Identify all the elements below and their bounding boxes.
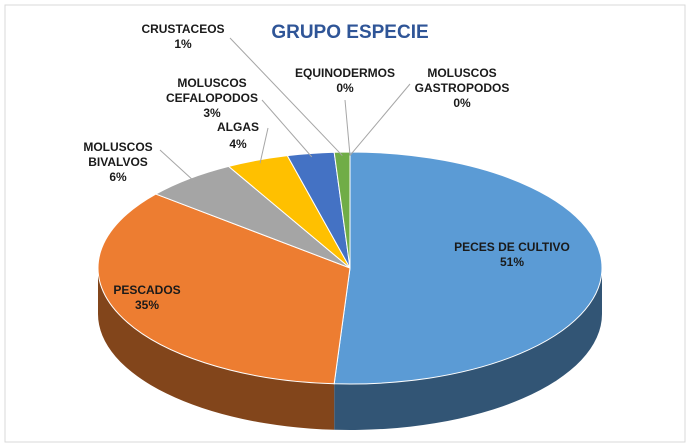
leader-line [261, 99, 313, 158]
leader-line [349, 83, 411, 156]
leader-line [159, 149, 195, 182]
slice-value-label: 0% [453, 96, 471, 110]
slice-label: PESCADOS [113, 283, 181, 297]
slice-label: CRUSTACEOS [141, 22, 225, 36]
slice-value-label: 51% [499, 255, 525, 269]
slice-label: EQUINODERMOS [294, 66, 395, 80]
slice-label: ALGAS [217, 120, 259, 134]
leader-line [229, 37, 343, 156]
pie-slice-side [334, 268, 603, 430]
slice-label: MOLUSCOS GASTROPODOS [414, 66, 510, 95]
pie-slice [333, 151, 603, 385]
slice-label: MOLUSCOS BIVALVOS [83, 140, 153, 169]
slice-label: PECES DE CULTIVO [454, 240, 570, 254]
slice-value-label: 4% [229, 137, 247, 151]
slice-value-label: 1% [174, 37, 192, 51]
slice-value-label: 0% [336, 81, 354, 95]
leader-line [344, 99, 351, 156]
slice-value-label: 6% [109, 170, 127, 184]
leader-line [259, 127, 269, 164]
pie-slice [97, 193, 351, 385]
chart-title: GRUPO ESPECIE [271, 22, 428, 43]
slice-value-label: 3% [203, 106, 221, 120]
slice-value-label: 35% [134, 298, 160, 312]
pie-slice-side [98, 268, 335, 430]
slice-label: MOLUSCOS CEFALOPODOS [165, 76, 258, 105]
